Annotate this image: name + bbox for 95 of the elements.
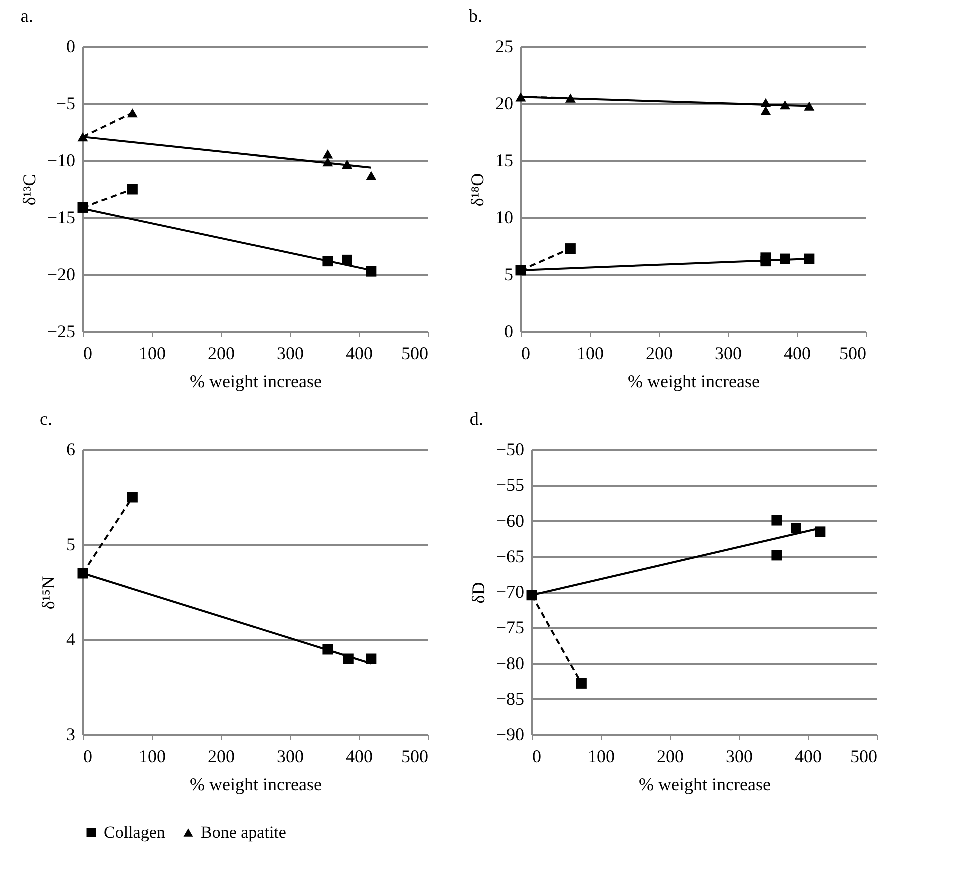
x-tick-label: 300	[726, 746, 753, 766]
x-tick-label: 400	[795, 746, 822, 766]
x-tick-label: 400	[346, 746, 373, 766]
x-tick-label: 300	[715, 344, 742, 364]
point	[760, 106, 772, 116]
y-tick-label: −65	[496, 546, 524, 566]
point	[760, 256, 772, 267]
point	[127, 184, 138, 195]
x-tick-label: 500	[840, 344, 866, 364]
y-tick-label: −5	[56, 94, 76, 114]
x-tick-label: 200	[657, 746, 684, 766]
x-tick-label: 200	[646, 344, 673, 364]
x-tick-label: 0	[84, 344, 92, 364]
point	[804, 254, 815, 264]
point	[343, 654, 354, 664]
point	[342, 254, 353, 266]
point	[772, 515, 782, 526]
y-axis-title: δ¹⁵N	[38, 576, 58, 610]
point	[366, 171, 377, 180]
x-axis-title: % weight increase	[639, 774, 771, 794]
y-axis-title: δD	[468, 582, 488, 604]
chart-title: a.	[20, 6, 34, 26]
x-axis-title: % weight increase	[190, 372, 322, 392]
point	[516, 92, 526, 102]
x-tick-label: 400	[346, 344, 373, 364]
y-tick-label: 6	[66, 440, 76, 460]
y-tick-label: −20	[47, 264, 76, 284]
point	[78, 132, 88, 142]
y-tick-label: 10	[496, 208, 514, 228]
y-axis-title: δ¹⁸O	[468, 173, 488, 207]
x-tick-label: 100	[139, 344, 166, 364]
y-tick-label: 5	[504, 264, 514, 284]
y-tick-label: −55	[496, 475, 524, 496]
y-tick-label: 20	[496, 94, 514, 114]
point	[760, 98, 772, 108]
y-tick-label: −90	[496, 724, 524, 744]
legend-label: Collagen	[104, 822, 166, 842]
y-tick-label: −85	[496, 688, 524, 709]
x-tick-label: 0	[532, 746, 542, 766]
point	[127, 108, 138, 118]
y-tick-label: 5	[66, 534, 76, 554]
point	[576, 678, 587, 689]
point	[127, 492, 138, 503]
point	[366, 654, 377, 664]
x-tick-label: 500	[402, 344, 428, 364]
point	[804, 102, 815, 111]
point	[322, 158, 334, 167]
y-tick-label: −70	[496, 582, 524, 602]
y-tick-label: −25	[47, 322, 76, 342]
point	[565, 94, 576, 103]
y-tick-label: −60	[496, 510, 524, 531]
point	[565, 244, 576, 254]
x-tick-label: 300	[277, 344, 304, 364]
chart-title: b.	[469, 6, 482, 26]
chart-title: c.	[40, 409, 52, 429]
y-tick-label: 0	[66, 36, 76, 56]
y-axis-title: δ¹³C	[19, 174, 40, 206]
x-axis-title: % weight increase	[628, 372, 760, 392]
point	[815, 526, 826, 538]
x-tick-label: 500	[402, 746, 428, 766]
point	[366, 266, 377, 277]
point	[791, 523, 802, 534]
point	[516, 265, 526, 276]
y-tick-label: −15	[47, 208, 76, 228]
point	[322, 256, 334, 267]
y-tick-label: 4	[66, 630, 76, 650]
point	[780, 100, 791, 110]
legend-label: Bone apatite	[201, 822, 286, 842]
point	[780, 254, 791, 264]
point	[322, 644, 334, 655]
point	[342, 160, 353, 169]
y-tick-label: −80	[496, 653, 524, 674]
x-tick-label: 100	[588, 746, 615, 766]
point	[772, 550, 782, 561]
y-tick-label: 25	[496, 36, 514, 56]
x-tick-label: 200	[208, 344, 235, 364]
x-tick-label: 200	[208, 746, 235, 766]
point	[526, 590, 538, 601]
y-tick-label: 15	[496, 150, 514, 170]
x-tick-label: 500	[850, 746, 878, 766]
x-tick-label: 0	[84, 746, 92, 766]
y-tick-label: −10	[47, 150, 76, 170]
x-tick-label: 100	[139, 746, 166, 766]
chart-title: d.	[470, 409, 484, 429]
y-tick-label: 0	[504, 322, 514, 342]
point	[322, 150, 334, 159]
x-axis-title: % weight increase	[190, 774, 322, 794]
x-tick-label: 400	[784, 344, 811, 364]
x-tick-label: 300	[277, 746, 304, 766]
point	[78, 202, 88, 213]
y-tick-label: 3	[66, 724, 76, 744]
x-tick-label: 100	[577, 344, 604, 364]
point	[78, 568, 88, 579]
y-tick-label: −75	[496, 618, 524, 638]
y-tick-label: −50	[496, 440, 524, 460]
